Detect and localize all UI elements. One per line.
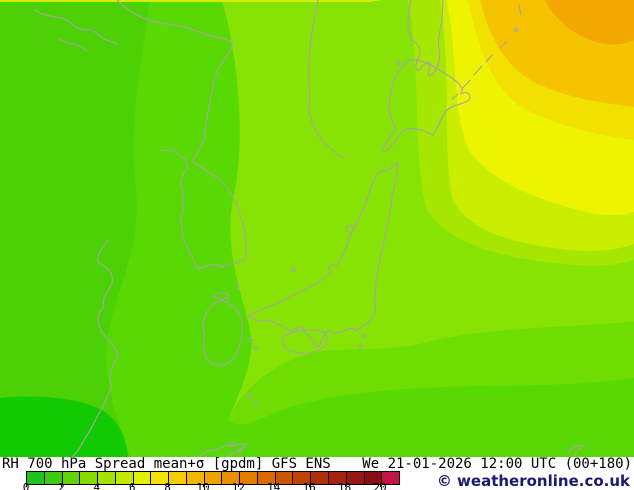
legend-tickmark-8 — [167, 484, 169, 487]
islands-kuril-2 — [461, 79, 471, 90]
legend-segment-20 — [381, 472, 400, 484]
band-top-edge-strip — [0, 0, 382, 2]
legend-ticklabel-12: 12 — [231, 481, 246, 490]
island-amami-2 — [238, 450, 242, 454]
legend-colorbar — [26, 471, 400, 485]
legend-segment-4 — [97, 472, 115, 484]
island-rishiri — [395, 60, 401, 66]
island-goto-2 — [254, 346, 258, 350]
island-hokkaido — [382, 58, 471, 153]
islands-kuril-4 — [485, 54, 493, 63]
legend-tickmark-4 — [96, 484, 98, 487]
coast-mainland-korea — [116, 0, 247, 270]
valid-time: We 21-01-2026 12:00 UTC (00+180) — [362, 456, 632, 472]
band-green-left — [0, 0, 150, 457]
legend-ticklabel-2: 2 — [58, 481, 65, 490]
legend-ticklabel-6: 6 — [128, 481, 136, 490]
island-amami-1 — [229, 441, 235, 447]
island-honshu — [247, 161, 399, 348]
island-sakhalin — [407, 0, 444, 77]
island-south-1 — [247, 393, 253, 399]
band-green-bottomleft — [0, 396, 128, 457]
legend-tickmark-16 — [309, 484, 311, 487]
coast-china — [71, 239, 119, 457]
islands-kuril-3 — [473, 65, 483, 76]
islands-kuril-1 — [451, 93, 459, 100]
islands-kuril-5 — [499, 41, 507, 49]
coastlines — [34, 0, 584, 457]
legend-segment-11 — [221, 472, 240, 484]
legend-tickmark-10 — [203, 484, 204, 487]
legend-ticklabel-8: 8 — [164, 481, 171, 490]
legend-ticklabel-4: 4 — [93, 481, 101, 490]
legend-segment-15 — [292, 472, 311, 484]
island-jeju — [214, 292, 230, 300]
band-green-bottom-mid — [228, 322, 634, 425]
legend-tickmark-14 — [273, 484, 275, 487]
legend-segment-5 — [114, 472, 133, 484]
legend-ticklabel-10: 10 — [196, 481, 210, 490]
legend-tickmark-20 — [380, 484, 381, 487]
coast-tatar-strait — [308, 0, 344, 159]
legend-ticklabel-16: 16 — [302, 481, 316, 490]
legend-segment-3 — [79, 472, 98, 484]
legend-segment-7 — [150, 472, 169, 484]
legend-strip: RH 700 hPa Spread mean+σ [gpdm] GFS ENS … — [0, 457, 634, 490]
island-kyushu — [202, 299, 244, 366]
legend-segment-6 — [132, 472, 151, 484]
legend-tickmark-2 — [61, 484, 63, 487]
island-sado — [346, 225, 354, 233]
legend-segment-8 — [168, 472, 186, 484]
legend-ticklabel-20: 20 — [373, 481, 387, 490]
legend-ticklabel-14: 14 — [267, 481, 281, 490]
island-bottom-right — [567, 444, 584, 457]
legend-tickmark-12 — [238, 484, 240, 487]
island-izu-2 — [359, 344, 363, 348]
river-branch — [57, 37, 88, 52]
legend-tickmark-0 — [26, 484, 27, 487]
legend-ticklabel-18: 18 — [337, 481, 352, 490]
island-oki — [290, 267, 296, 273]
weather-map — [0, 0, 634, 457]
map-title: RH 700 hPa Spread mean+σ [gpdm] GFS ENS — [2, 456, 331, 472]
band-orange-corner — [545, 0, 634, 45]
legend-segment-0 — [27, 472, 44, 484]
legend-ticks: 0 2 4 6 8 10 12 14 16 18 20 — [22, 481, 398, 490]
island-goto-1 — [247, 337, 253, 343]
island-south-2 — [254, 402, 258, 406]
legend-segment-14 — [274, 472, 293, 484]
islands-kuril-6 — [518, 4, 522, 16]
legend-segment-1 — [43, 472, 62, 484]
island-tsushima — [235, 281, 240, 291]
island-izu-1 — [362, 334, 366, 338]
legend-segment-17 — [328, 472, 346, 484]
legend-segment-2 — [61, 472, 80, 484]
legend-tickmark-6 — [132, 484, 134, 487]
coast-yangtze-mouth — [197, 443, 247, 457]
island-shikoku — [281, 329, 328, 354]
legend-ticklabel-0: 0 — [22, 481, 30, 490]
copyright-link[interactable]: © weatheronline.co.uk — [436, 472, 630, 490]
legend-segment-12 — [239, 472, 257, 484]
legend-segment-9 — [185, 472, 204, 484]
river-amur — [34, 9, 119, 46]
legend-segment-13 — [256, 472, 275, 484]
legend-segment-19 — [363, 472, 382, 484]
legend-tickmark-18 — [344, 484, 346, 487]
legend-segment-16 — [310, 472, 329, 484]
legend-segment-18 — [345, 472, 364, 484]
legend-segment-10 — [203, 472, 222, 484]
island-kuril-dot — [514, 28, 518, 32]
